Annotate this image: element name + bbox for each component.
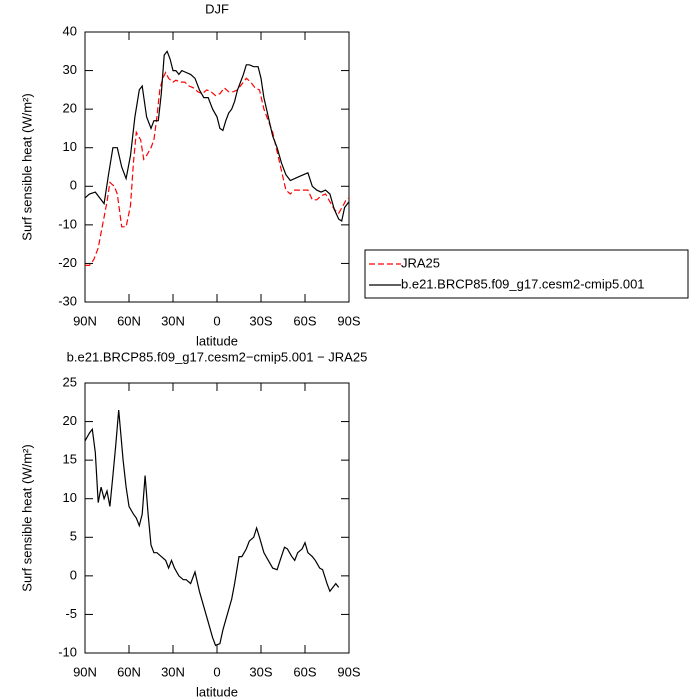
x-tick-label: 90N [73, 664, 97, 679]
x-tick-label: 60S [293, 664, 316, 679]
y-tick-label: -10 [58, 644, 77, 659]
x-tick-label: 60N [117, 313, 141, 328]
legend-label: JRA25 [401, 255, 440, 270]
y-tick-label: 30 [63, 62, 77, 77]
x-tick-label: 30N [161, 313, 185, 328]
y-tick-label: -30 [58, 293, 77, 308]
x-tick-label: 60N [117, 664, 141, 679]
y-tick-label: 10 [63, 490, 77, 505]
y-tick-label: 20 [63, 101, 77, 116]
x-tick-label: 30S [249, 313, 272, 328]
y-tick-label: 10 [63, 139, 77, 154]
y-tick-label: -5 [65, 606, 77, 621]
x-tick-label: 30S [249, 664, 272, 679]
x-tick-label: 30N [161, 664, 185, 679]
x-axis-label: latitude [196, 333, 238, 348]
y-tick-label: -20 [58, 255, 77, 270]
y-axis-label: Surf sensible heat (W/m²) [19, 444, 34, 591]
legend-box [364, 249, 689, 299]
y-tick-label: 5 [70, 529, 77, 544]
y-tick-label: 40 [63, 23, 77, 38]
data-line [84, 409, 340, 647]
y-tick-label: 0 [70, 178, 77, 193]
x-tick-label: 0 [213, 313, 220, 328]
x-tick-label: 60S [293, 313, 316, 328]
x-tick-label: 90S [337, 664, 360, 679]
y-axis-label: Surf sensible heat (W/m²) [19, 93, 34, 240]
chart-title: b.e21.BRCP85.f09_g17.cesm2−cmip5.001 − J… [67, 349, 368, 364]
data-line [84, 50, 350, 222]
x-axis-label: latitude [196, 684, 238, 699]
x-tick-label: 90S [337, 313, 360, 328]
data-line [85, 71, 350, 266]
y-tick-label: 20 [63, 413, 77, 428]
y-tick-label: -10 [58, 216, 77, 231]
x-tick-label: 0 [213, 664, 220, 679]
x-tick-label: 90N [73, 313, 97, 328]
plot-frame [84, 31, 350, 303]
y-tick-label: 0 [70, 567, 77, 582]
chart-title: DJF [205, 1, 229, 16]
y-tick-label: 25 [63, 374, 77, 389]
legend-label: b.e21.BRCP85.f09_g17.cesm2-cmip5.001 [401, 276, 645, 291]
y-tick-label: 15 [63, 452, 77, 467]
plot-frame [84, 382, 350, 654]
